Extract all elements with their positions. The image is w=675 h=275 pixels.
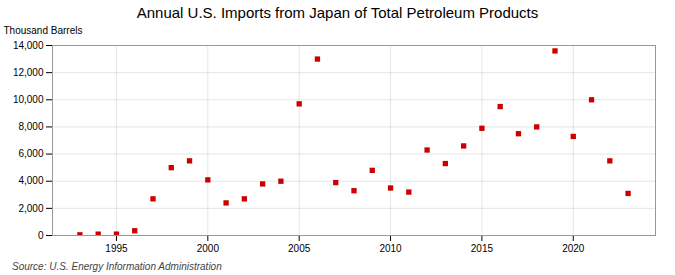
svg-text:2015: 2015 [471, 243, 494, 254]
svg-text:2005: 2005 [288, 243, 311, 254]
html-text:Source: U.S. Energy Informatio: Source: U.S. Energy Information Administ… [12, 261, 222, 272]
svg-text:2000: 2000 [197, 243, 220, 254]
svg-text:Thousand Barrels: Thousand Barrels [4, 25, 83, 36]
svg-text:1995: 1995 [105, 243, 128, 254]
svg-text:2010: 2010 [379, 243, 402, 254]
html-text:Annual U.S. Imports from Japan: Annual U.S. Imports from Japan of Total … [136, 4, 539, 21]
svg-text:12,000: 12,000 [13, 67, 44, 78]
svg-text:4,000: 4,000 [18, 175, 43, 186]
svg-text:14,000: 14,000 [13, 40, 44, 51]
svg-text:6,000: 6,000 [18, 148, 43, 159]
svg-text:2,000: 2,000 [18, 203, 43, 214]
svg-text:8,000: 8,000 [18, 121, 43, 132]
svg-text:2020: 2020 [562, 243, 585, 254]
svg-text:10,000: 10,000 [13, 94, 44, 105]
svg-text:0: 0 [38, 230, 44, 241]
